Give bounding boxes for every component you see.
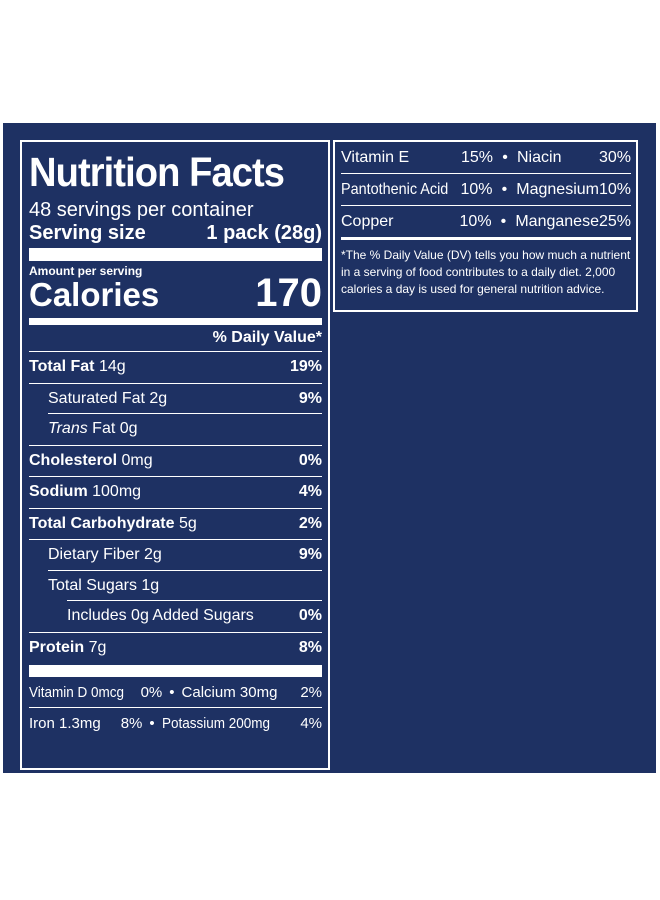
vitamin-name: Vitamin D 0mcg	[29, 683, 125, 701]
nutrient-name: Trans	[48, 420, 88, 438]
vitamin-dv: 10%	[459, 212, 492, 230]
nutrient-name: Total Carbohydrate	[29, 514, 175, 532]
vitamin-dv: 25%	[598, 212, 631, 230]
vitamins-footnote-box: Vitamin E 15% • Niacin 30% Pantothenic A…	[333, 140, 638, 312]
vitamin-row: Pantothenic Acid 10% • Magnesium 10%	[341, 174, 631, 206]
nutrient-amount: 5g	[178, 514, 197, 532]
nutrient-name: Total Fat	[29, 358, 95, 376]
divider-medium	[29, 318, 322, 325]
vitamin-name: Calcium 30mg	[181, 683, 278, 701]
nutrient-dv: 8%	[298, 638, 322, 656]
servings-per-container: 48 servings per container	[29, 199, 254, 221]
vitamin-row: Iron 1.3mg 8% • Potassium 200mg 4%	[29, 708, 322, 738]
nutrition-facts-label: Nutrition Facts 48 servings per containe…	[20, 140, 330, 770]
nutrient-row-total-sugars: Total Sugars 1g	[29, 571, 322, 602]
vitamin-row: Vitamin D 0mcg 0% • Calcium 30mg 2%	[29, 677, 322, 708]
nutrient-name: Protein	[29, 638, 85, 656]
vitamin-name: Potassium 200mg	[161, 714, 270, 732]
nutrient-amount: 0mg	[121, 451, 153, 469]
bullet: •	[169, 683, 175, 701]
label-title: Nutrition Facts	[29, 149, 285, 195]
vitamin-dv: 8%	[120, 714, 143, 732]
calories-value: 170	[255, 271, 322, 315]
vitamin-dv: 0%	[140, 683, 163, 701]
nutrient-dv: 19%	[289, 358, 322, 376]
nutrient-dv: 9%	[298, 389, 322, 407]
calories-label: Calories	[29, 276, 160, 313]
nutrient-name-suffix: Fat	[92, 420, 116, 438]
vitamin-dv: 10%	[598, 180, 631, 198]
nutrition-panel: Nutrition Facts 48 servings per containe…	[3, 123, 656, 773]
nutrient-dv: 0%	[298, 607, 322, 625]
bullet: •	[501, 180, 508, 198]
vitamin-name: Vitamin E	[341, 148, 410, 166]
vitamin-dv: 30%	[598, 148, 631, 166]
nutrient-amount: 14g	[98, 358, 126, 376]
serving-size: Serving size 1 pack (28g)	[29, 221, 322, 245]
nutrient-amount: 0g	[119, 420, 138, 438]
nutrient-name: Total Sugars	[48, 576, 137, 594]
serving-size-value: 1 pack (28g)	[206, 222, 322, 244]
daily-value-footnote: *The % Daily Value (DV) tells you how mu…	[341, 248, 631, 296]
vitamin-name: Manganese	[515, 212, 599, 230]
bullet: •	[500, 212, 507, 230]
bullet: •	[149, 714, 155, 732]
nutrient-dv: 2%	[298, 514, 322, 532]
vitamin-name: Pantothenic Acid	[341, 180, 449, 198]
nutrient-row-saturated-fat: Saturated Fat 2g 9%	[29, 384, 322, 415]
nutrient-amount: 1g	[141, 576, 160, 594]
vitamin-row: Vitamin E 15% • Niacin 30%	[341, 142, 631, 174]
nutrient-row-total-carbohydrate: Total Carbohydrate 5g 2%	[29, 509, 322, 540]
nutrient-row-dietary-fiber: Dietary Fiber 2g 9%	[29, 540, 322, 571]
nutrient-amount: 2g	[144, 546, 162, 564]
nutrient-row-added-sugars: Includes 0g Added Sugars 0%	[29, 601, 322, 633]
vitamin-row: Copper 10% • Manganese 25%	[341, 206, 631, 240]
nutrient-row-sodium: Sodium 100mg 4%	[29, 477, 322, 509]
vitamin-name: Copper	[341, 212, 394, 230]
nutrient-dv: 0%	[298, 451, 322, 469]
nutrient-name: Includes 0g Added Sugars	[67, 607, 254, 625]
calories-row: Calories 170	[29, 271, 322, 315]
vitamin-dv: 10%	[460, 180, 493, 198]
vitamin-dv: 15%	[460, 148, 493, 166]
nutrient-amount: 100mg	[92, 483, 142, 501]
nutrient-name: Saturated Fat	[48, 389, 145, 407]
divider-thick-vitamins	[29, 665, 322, 677]
nutrient-name: Dietary Fiber	[48, 546, 140, 564]
nutrient-amount: 7g	[88, 638, 107, 656]
vitamin-name: Iron 1.3mg	[29, 714, 101, 732]
bullet: •	[502, 148, 508, 166]
vitamin-name: Magnesium	[516, 180, 599, 198]
nutrient-row-total-fat: Total Fat 14g 19%	[29, 352, 322, 384]
nutrient-dv: 9%	[298, 546, 322, 564]
nutrient-name: Sodium	[29, 483, 88, 501]
vitamin-dv: 4%	[300, 714, 322, 732]
vitamin-name: Niacin	[517, 148, 562, 166]
serving-size-label: Serving size	[29, 222, 146, 244]
nutrient-row-trans-fat: Trans Fat 0g	[29, 414, 322, 446]
nutrient-name: Cholesterol	[29, 451, 118, 469]
divider-thick	[29, 248, 322, 261]
nutrient-dv: 4%	[298, 483, 322, 501]
amount-per-serving: Amount per serving	[29, 264, 143, 278]
nutrient-row-protein: Protein 7g 8%	[29, 633, 322, 664]
vitamin-dv: 2%	[300, 683, 322, 701]
nutrient-row-cholesterol: Cholesterol 0mg 0%	[29, 446, 322, 477]
daily-value-header: % Daily Value*	[29, 325, 322, 352]
nutrient-amount: 2g	[149, 389, 168, 407]
